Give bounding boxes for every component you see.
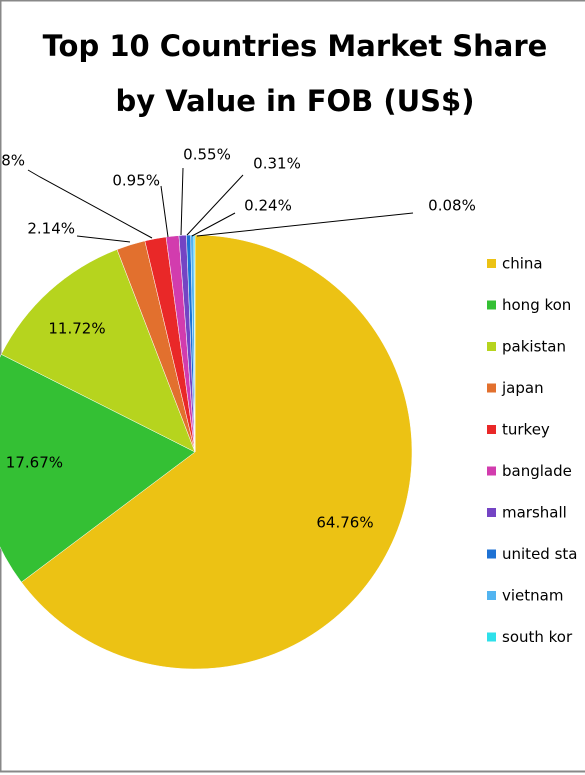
chart-title: Top 10 Countries Market Share: [43, 29, 548, 63]
data-label: 17.67%: [6, 454, 63, 472]
data-label: 0.08%: [428, 197, 476, 215]
legend-label: south kor: [502, 628, 573, 646]
legend-label: china: [502, 255, 543, 273]
legend-swatch: [487, 632, 496, 642]
pie-slice: [0, 249, 196, 453]
leader-line: [191, 212, 236, 237]
legend-label: vietnam: [502, 587, 563, 605]
legend-swatch: [487, 342, 496, 351]
leader-line: [76, 235, 131, 243]
legend-label: banglade: [502, 462, 572, 480]
leader-line: [160, 185, 169, 238]
legend-label: turkey: [502, 421, 550, 439]
legend-swatch: [487, 466, 496, 476]
data-label: 64.76%: [316, 514, 373, 532]
leader-line: [180, 167, 184, 236]
data-label: 0.31%: [253, 155, 301, 173]
leader-line: [27, 169, 153, 239]
legend-swatch: [487, 508, 496, 517]
legend-swatch: [487, 383, 496, 393]
chart-title: by Value in FOB (US$): [115, 84, 474, 118]
legend-label: hong kon: [502, 296, 571, 314]
data-label: 0.24%: [244, 197, 292, 215]
leader-line: [186, 174, 244, 236]
data-label: 0.95%: [112, 172, 160, 190]
data-label: 0.55%: [183, 146, 231, 164]
data-label: 2.14%: [27, 220, 75, 238]
legend-swatch: [487, 549, 496, 559]
legend-label: marshall: [502, 504, 567, 522]
legend-label: japan: [501, 379, 544, 397]
legend-swatch: [487, 300, 496, 310]
legend-swatch: [487, 259, 496, 268]
leader-line: [196, 212, 414, 237]
legend-label: pakistan: [502, 338, 566, 356]
legend-swatch: [487, 591, 496, 600]
data-label: 11.72%: [48, 320, 105, 338]
legend-label: united sta: [502, 545, 577, 563]
pie-slice: [21, 234, 413, 670]
data-label: 1.58%: [0, 152, 25, 170]
pie-slice: [0, 353, 196, 583]
legend-swatch: [487, 425, 496, 434]
